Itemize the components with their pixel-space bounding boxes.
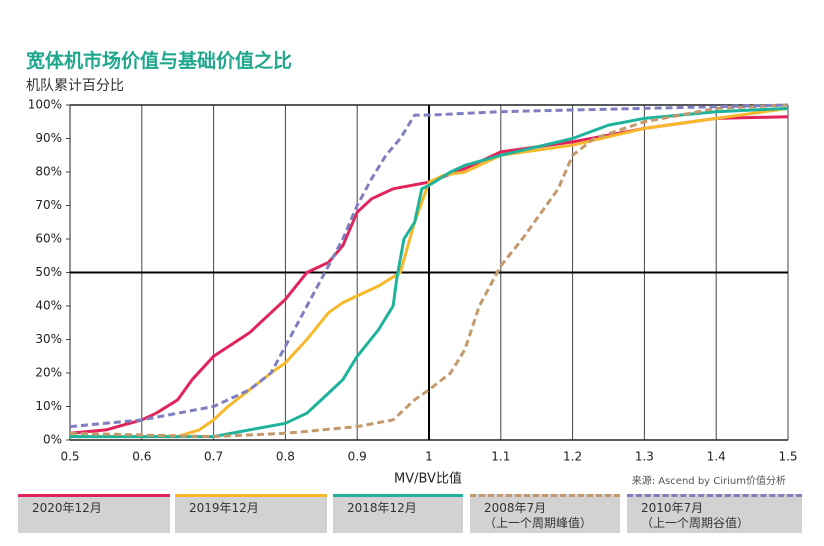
y-tick-label: 60%	[35, 232, 62, 246]
x-tick-label: 1.5	[778, 450, 797, 464]
x-tick-label: 0.5	[60, 450, 79, 464]
source: 来源: Ascend by Cirium价值分析	[632, 474, 786, 487]
chart-title: 宽体机市场价值与基础价值之比	[26, 50, 293, 72]
x-tick-label: 1.1	[491, 450, 510, 464]
legend-entry: 2010年7月 （上一个周期谷值）	[627, 494, 802, 533]
x-tick-label: 0.6	[132, 450, 151, 464]
legend-entry: 2019年12月	[175, 494, 327, 533]
y-tick-label: 0%	[43, 433, 62, 447]
y-tick-label: 30%	[35, 332, 62, 346]
y-tick-label: 100%	[28, 98, 62, 112]
y-tick-label: 20%	[35, 366, 62, 380]
y-tick-label: 90%	[35, 131, 62, 145]
chart-subtitle: 机队累计百分比	[26, 78, 124, 94]
y-tick-label: 50%	[35, 265, 62, 279]
legend-entry: 2020年12月	[18, 494, 170, 533]
y-tick-label: 70%	[35, 198, 62, 212]
x-tick-label: 1.4	[707, 450, 726, 464]
x-tick-label: 0.8	[276, 450, 295, 464]
y-tick-label: 10%	[35, 399, 62, 413]
x-tick-label: 1.3	[635, 450, 654, 464]
series-line	[70, 106, 789, 439]
y-tick-label: 40%	[35, 299, 62, 313]
legend-entry: 2018年12月	[333, 494, 463, 533]
x-tick-label: 0.7	[204, 450, 223, 464]
legend-entry: 2008年7月 （上一个周期峰值）	[470, 494, 620, 533]
series-line	[69, 103, 789, 429]
y-tick-label: 80%	[35, 165, 62, 179]
x-tick-label: 1.2	[563, 450, 582, 464]
x-tick-label: 1	[425, 450, 433, 464]
series-line	[70, 106, 789, 439]
series-line	[69, 103, 789, 439]
x-axis-label: MV/BV比值	[394, 471, 462, 487]
x-tick-label: 0.9	[348, 450, 367, 464]
